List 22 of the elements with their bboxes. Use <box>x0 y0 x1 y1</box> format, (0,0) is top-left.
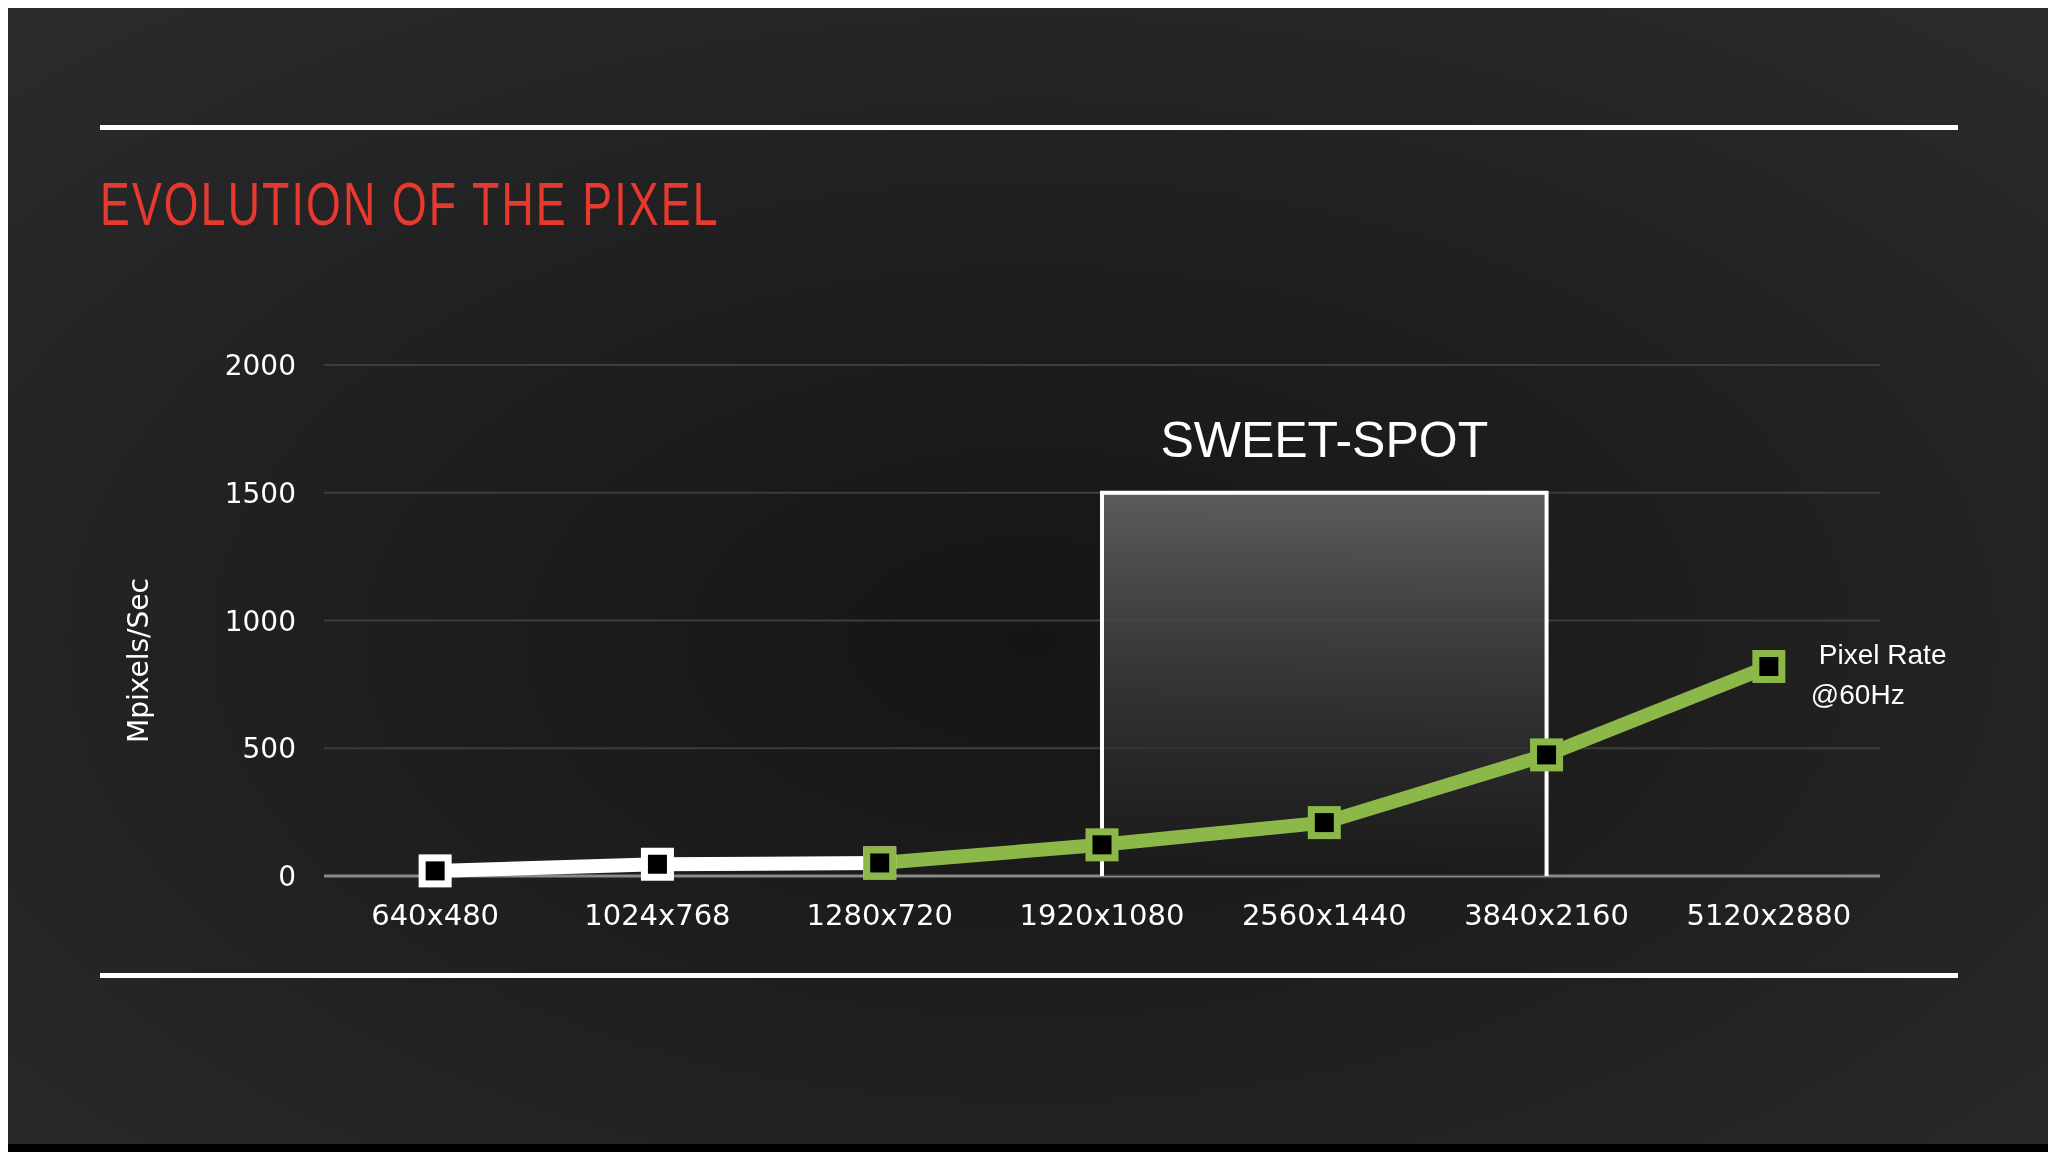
x-tick-label: 3840x2160 <box>1464 898 1629 932</box>
x-tick-label: 640x480 <box>371 898 500 932</box>
point <box>1085 828 1119 862</box>
point <box>418 854 452 888</box>
y-tick-label: 500 <box>242 732 296 766</box>
y-tick-label: 1500 <box>224 476 296 510</box>
x-tick-label: 5120x2880 <box>1686 898 1852 932</box>
series-label: Pixel Rate @60Hz <box>1810 639 1947 711</box>
point <box>640 847 674 881</box>
x-tick-label: 1920x1080 <box>1019 898 1185 932</box>
chart-title: EVOLUTION OF THE PIXEL <box>100 168 720 238</box>
y-tick-label: 2000 <box>224 349 296 382</box>
x-tick-label: 1024x768 <box>584 898 731 932</box>
point <box>1307 806 1341 840</box>
x-tick-label: 2560x1440 <box>1241 898 1407 932</box>
y-axis-title: Mpixels/Sec <box>122 578 155 743</box>
y-tick-label: 1000 <box>224 604 296 638</box>
x-tick-label: 1280x720 <box>806 898 953 932</box>
point <box>1752 649 1786 683</box>
band-label: SWEET-SPOT <box>1160 411 1489 468</box>
y-tick-label: 0 <box>278 860 296 893</box>
point <box>1530 738 1564 772</box>
